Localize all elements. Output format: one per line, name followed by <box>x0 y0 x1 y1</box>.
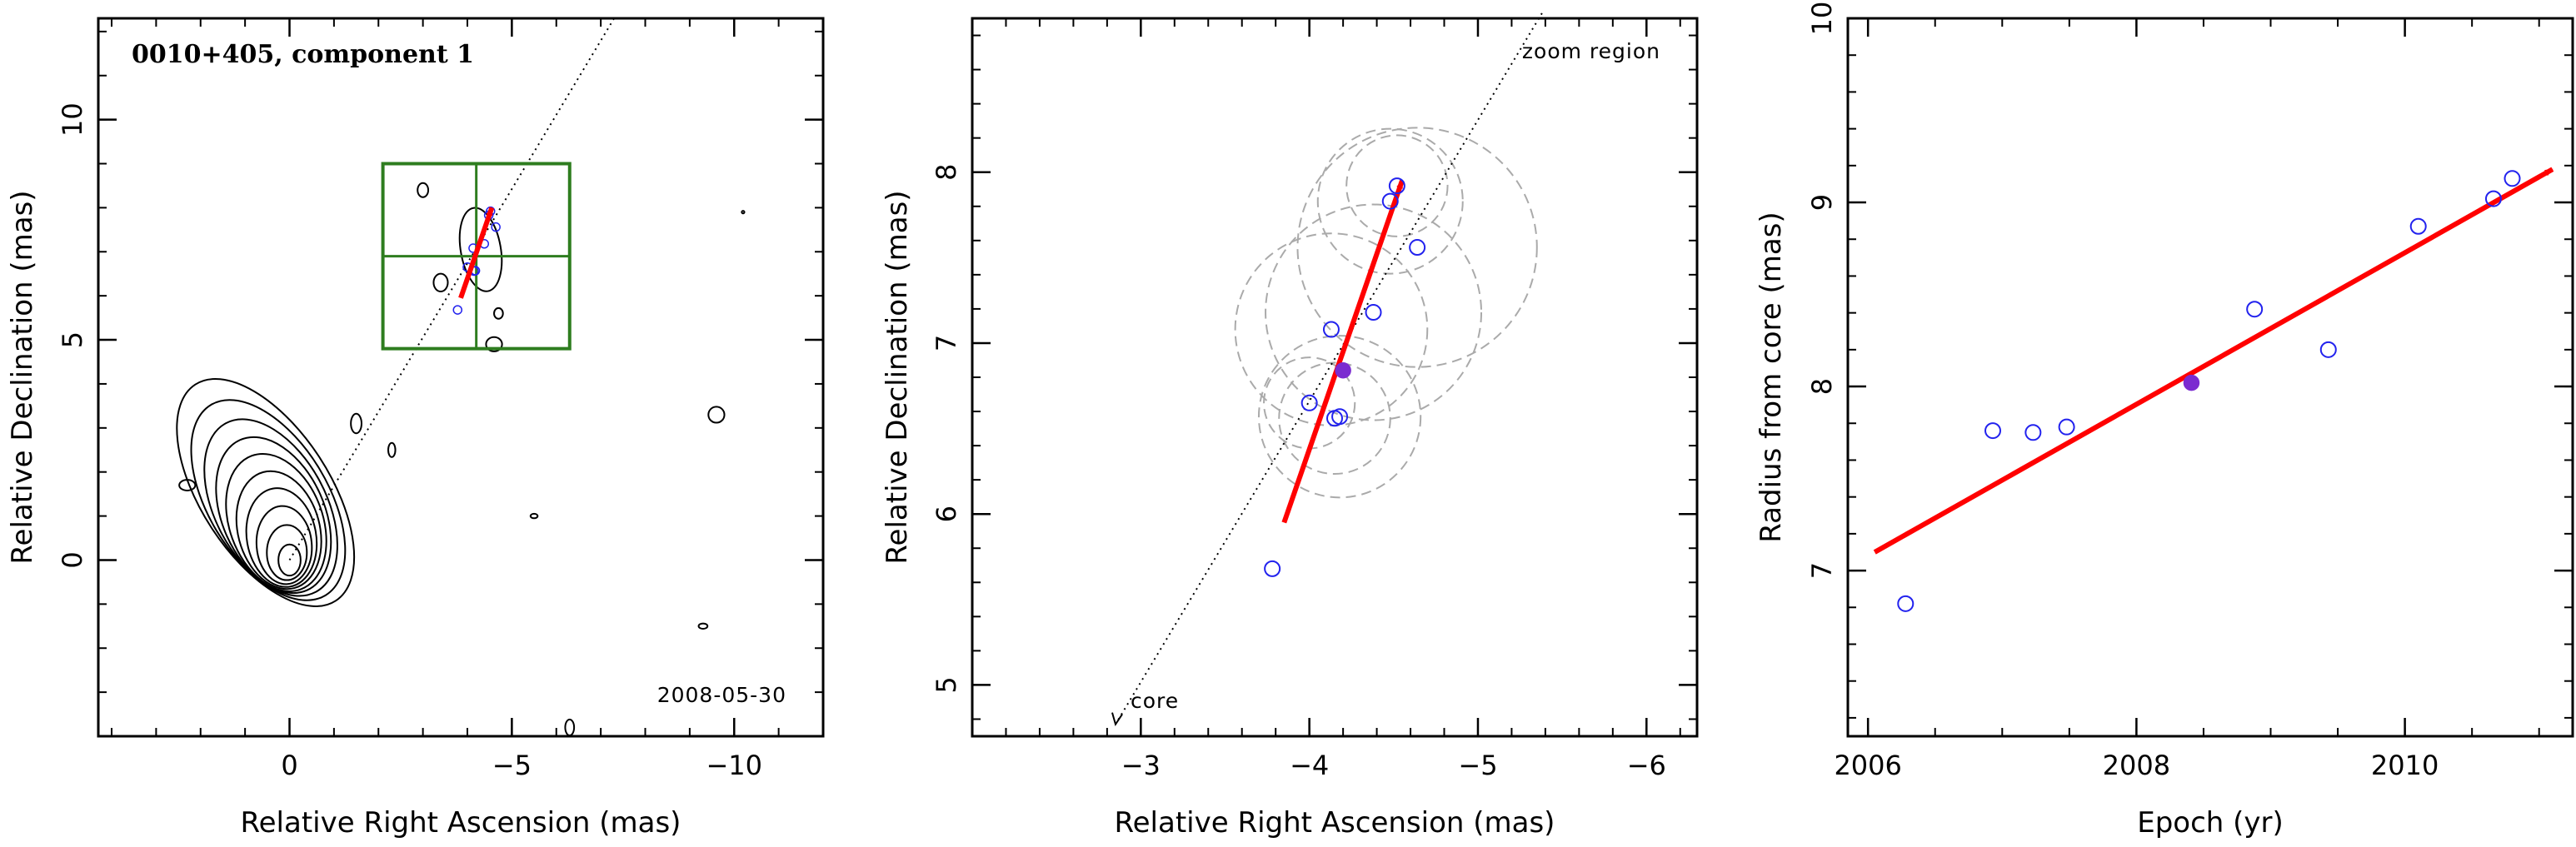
contour-line <box>245 487 318 588</box>
epoch-label: 2008-05-30 <box>657 683 786 707</box>
data-point <box>452 305 463 315</box>
x-tick-label: 2008 <box>2103 750 2170 781</box>
plot-area <box>176 17 746 737</box>
data-point <box>2504 170 2521 187</box>
contour-line <box>697 622 709 630</box>
data-point <box>2246 301 2264 318</box>
data-point <box>1264 560 1281 577</box>
contour-line <box>178 479 197 491</box>
x-tick-label: −5 <box>492 750 532 781</box>
y-tick-label: 5 <box>931 676 962 693</box>
x-tick-label: 0 <box>281 750 297 781</box>
data-point <box>1322 321 1340 338</box>
error-circle <box>1345 134 1449 237</box>
x-tick-label: −3 <box>1121 750 1161 781</box>
plot-area <box>1873 167 2554 612</box>
data-point <box>2484 190 2502 207</box>
contour-line <box>529 512 539 520</box>
y-axis-label: Radius from core (mas) <box>1755 212 1788 542</box>
core-direction-arrowhead <box>1111 712 1123 726</box>
contour-line <box>707 406 726 424</box>
panel-sky-map: 0 −5 −10 0 5 10 0010+405, component 1 2008-05… <box>6 17 825 840</box>
data-point <box>2058 418 2075 436</box>
y-axis-label: Relative Declination (mas) <box>6 190 39 564</box>
contour-line <box>387 441 397 458</box>
panel-zoom-region: −3 −4 −5 −6 5 6 7 8 zoom region core Relative R… <box>881 12 1699 840</box>
error-circle <box>1296 127 1538 368</box>
y-tick-label: 7 <box>931 335 962 351</box>
contour-line <box>350 412 362 435</box>
data-point <box>1984 422 2001 440</box>
y-tick-label: 10 <box>1806 2 1838 36</box>
data-point <box>1409 239 1426 257</box>
contour-line <box>255 505 313 585</box>
data-point <box>2024 424 2042 441</box>
y-tick-label: 0 <box>57 551 88 568</box>
zoom-region-label: zoom region <box>1522 39 1660 63</box>
data-point <box>2319 341 2337 358</box>
x-axis-label: Epoch (yr) <box>2137 806 2284 840</box>
x-tick-label: −5 <box>1458 750 1497 781</box>
motion-arrow <box>1873 167 2554 555</box>
motion-arrow <box>458 207 495 299</box>
fit-point <box>1335 362 1351 379</box>
motion-arrow <box>1281 179 1405 524</box>
contour-line <box>485 336 503 352</box>
contour-line <box>458 207 503 292</box>
contour-line <box>176 377 356 607</box>
contour-line <box>203 418 338 597</box>
data-point <box>1381 192 1399 210</box>
x-tick-label: −4 <box>1290 750 1329 781</box>
contour-line <box>741 210 746 215</box>
data-point <box>1897 595 1915 612</box>
y-tick-label: 5 <box>57 331 88 348</box>
plot-frame <box>97 17 825 738</box>
contour-line <box>277 543 302 577</box>
error-circle <box>1265 203 1483 421</box>
data-point <box>2409 217 2427 235</box>
error-circle <box>1257 335 1422 499</box>
contour-line <box>432 272 449 292</box>
jet-axis-line <box>1115 12 1543 725</box>
axis-ticks: 2006 2008 2010 7 8 9 10 <box>1806 2 2573 781</box>
data-point <box>1300 394 1318 411</box>
y-axis-label: Relative Declination (mas) <box>881 190 914 564</box>
x-tick-label: −6 <box>1627 750 1666 781</box>
contour-line <box>225 452 327 592</box>
data-point <box>1331 408 1349 426</box>
contour-line <box>417 182 430 198</box>
map-title: 0010+405, component 1 <box>132 40 474 69</box>
fit-point <box>2183 374 2200 391</box>
contour-line <box>564 718 576 737</box>
y-tick-label: 7 <box>1806 562 1838 579</box>
axis-ticks: 0 −5 −10 0 5 10 <box>57 18 824 781</box>
core-label: core <box>1131 689 1179 713</box>
y-tick-label: 8 <box>931 164 962 181</box>
data-point <box>1365 304 1382 321</box>
contour-line <box>235 470 322 590</box>
y-tick-label: 8 <box>1806 378 1838 395</box>
panel-radius-vs-epoch: 2006 2008 2010 7 8 9 10 Epoch (yr) Radius from… <box>1755 2 2574 840</box>
y-tick-label: 10 <box>57 102 88 137</box>
plot-area <box>1111 12 1543 726</box>
x-tick-label: 2006 <box>1834 750 1901 781</box>
plot-frame <box>1846 17 2574 738</box>
x-axis-label: Relative Right Ascension (mas) <box>1115 806 1555 840</box>
contour-line <box>190 399 347 601</box>
x-tick-label: 2010 <box>2371 750 2439 781</box>
jet-axis-line <box>288 17 615 561</box>
contour-line <box>215 436 332 595</box>
contour-line <box>493 306 504 320</box>
data-point <box>1388 177 1405 195</box>
x-tick-label: −10 <box>706 750 762 781</box>
y-tick-label: 9 <box>1806 194 1838 211</box>
data-point <box>491 222 501 232</box>
contour-line <box>266 524 308 581</box>
y-tick-label: 6 <box>931 506 962 522</box>
x-axis-label: Relative Right Ascension (mas) <box>241 806 681 840</box>
error-circle <box>1278 361 1391 476</box>
axis-ticks: −3 −4 −5 −6 5 6 7 8 <box>931 18 1697 781</box>
error-circle <box>1316 127 1464 275</box>
